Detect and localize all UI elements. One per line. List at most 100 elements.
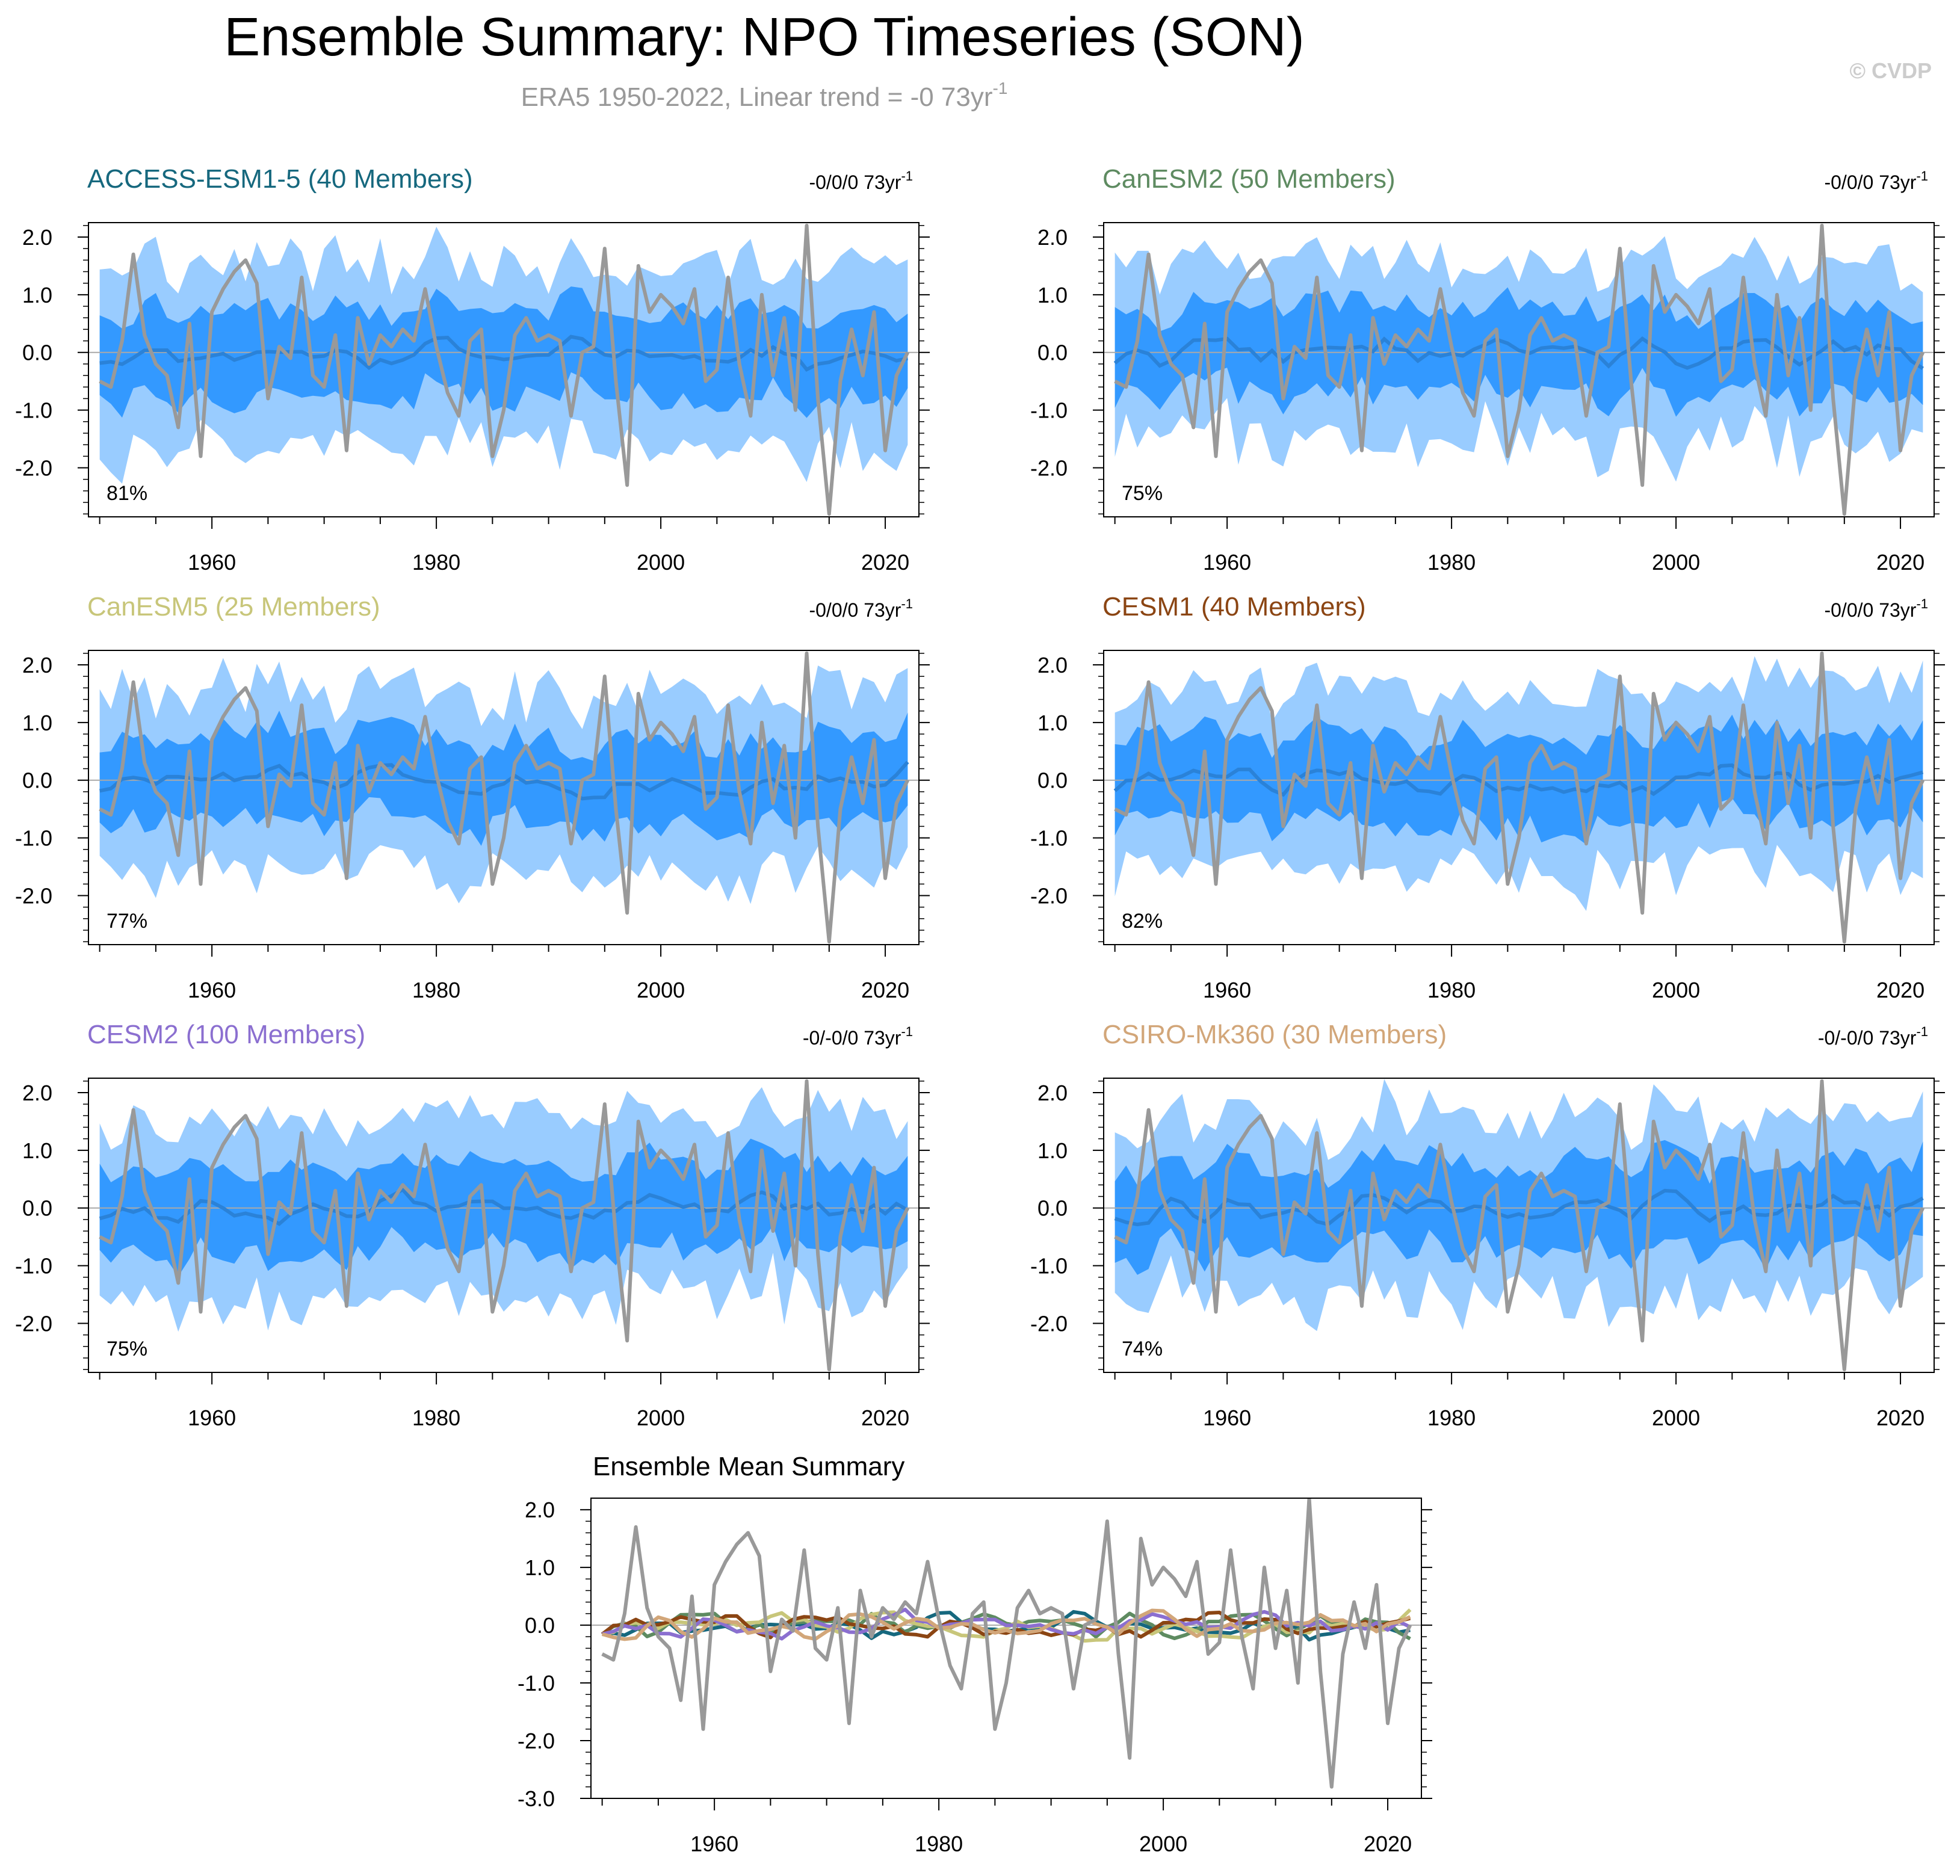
x-tick-label: 2000	[1652, 550, 1700, 575]
ensemble-mean-series-6	[601, 1608, 1411, 1641]
x-tick-label: 1980	[1427, 1405, 1476, 1430]
y-tick-label: 0.0	[1037, 341, 1068, 365]
y-tick-label: 1.0	[22, 711, 52, 735]
panel-frame	[88, 222, 920, 517]
x-tick-label: 2000	[637, 550, 685, 575]
y-tick-label: -1.0	[518, 1671, 555, 1695]
figure-subtitle-sup: -1	[993, 79, 1008, 97]
ensemble-mean-line	[1114, 1188, 1924, 1227]
x-tick-label: 2000	[1139, 1831, 1187, 1856]
plot-area	[1104, 651, 1934, 944]
observed-line	[601, 1498, 1412, 1789]
x-tick-label: 2020	[1876, 550, 1924, 575]
panel-trend: -0/0/0 73yr-1	[809, 168, 913, 193]
plot-area	[88, 1079, 919, 1372]
y-tick-label: 2.0	[22, 1081, 52, 1105]
panel-trend-text: -0/0/0 73yr	[809, 599, 901, 621]
panel-trend-text: -0/0/0 73yr	[809, 171, 901, 193]
ensemble-mean-line	[99, 335, 908, 372]
panel-trend-sup: -1	[901, 1024, 913, 1039]
x-tick-label: 1980	[1427, 978, 1476, 1002]
panel-trend-sup: -1	[1916, 1024, 1928, 1039]
ensemble-mean-line	[99, 1187, 909, 1226]
panel-trend-sup: -1	[1916, 596, 1928, 611]
plot-area	[591, 1498, 1421, 1789]
x-tick-label: 2020	[1876, 978, 1924, 1002]
panel-title: CESM1 (40 Members)	[1102, 592, 1366, 622]
panel-trend: -0/-0/0 73yr-1	[803, 1024, 913, 1049]
ensemble-mean-series-4	[601, 1610, 1411, 1640]
y-tick-label: -2.0	[1030, 456, 1068, 481]
ensemble-mean-line	[99, 761, 909, 801]
panel-trend: -0/-0/0 73yr-1	[1818, 1024, 1928, 1049]
y-tick-label: 1.0	[525, 1555, 555, 1580]
panel-frame	[88, 1078, 920, 1373]
y-tick-label: -2.0	[15, 456, 52, 481]
y-tick-label: 0.0	[22, 768, 52, 793]
x-tick-label: 1980	[412, 1405, 460, 1430]
y-tick-label: 1.0	[1037, 711, 1068, 735]
panel-trend-sup: -1	[901, 596, 913, 611]
y-tick-label: 1.0	[1037, 1138, 1068, 1163]
observed-line	[1114, 651, 1925, 944]
y-tick-label: -1.0	[1030, 398, 1068, 423]
panel-trend: -0/0/0 73yr-1	[809, 596, 913, 621]
x-tick-label: 2020	[861, 978, 909, 1002]
y-tick-label: 2.0	[22, 225, 52, 250]
panel-title: CSIRO-Mk360 (30 Members)	[1102, 1020, 1447, 1049]
panel-6: CSIRO-Mk360 (30 Members) -0/-0/0 73yr-1 74…	[1030, 1020, 1945, 1430]
spread-band-inner	[1114, 714, 1923, 845]
plot-area	[88, 651, 919, 944]
y-tick-label: 0.0	[22, 341, 52, 365]
x-tick-label: 2020	[1364, 1831, 1412, 1856]
observed-line	[1114, 1079, 1925, 1372]
observed-line	[1114, 223, 1925, 516]
panel-frame	[590, 1498, 1422, 1799]
y-tick-label: -1.0	[15, 826, 52, 851]
x-tick-label: 1960	[1203, 1405, 1251, 1430]
panel-trend-text: -0/-0/0 73yr	[803, 1027, 901, 1049]
panel-frame	[1103, 650, 1935, 945]
panel-percent: 81%	[107, 482, 147, 505]
ensemble-mean-line	[1113, 336, 1924, 370]
x-tick-label: 2000	[1652, 1405, 1700, 1430]
y-tick-label: -2.0	[15, 884, 52, 909]
observed-line	[99, 651, 910, 944]
y-tick-label: 0.0	[1037, 768, 1068, 793]
panel-trend-text: -0/0/0 73yr	[1824, 599, 1916, 621]
y-tick-label: -2.0	[1030, 1312, 1068, 1336]
x-tick-label: 1960	[188, 978, 236, 1002]
y-tick-label: 2.0	[1037, 653, 1068, 677]
panel-percent: 75%	[1122, 482, 1163, 505]
y-tick-label: 1.0	[22, 1138, 52, 1163]
panel-1: ACCESS-ESM1-5 (40 Members) -0/0/0 73yr-1 8…	[15, 164, 930, 575]
panel-title: CanESM5 (25 Members)	[87, 592, 380, 622]
panel-5: CESM2 (100 Members) -0/-0/0 73yr-1 75% 2.0 1…	[15, 1020, 930, 1430]
x-tick-label: 2020	[861, 550, 909, 575]
x-tick-label: 2000	[637, 978, 685, 1002]
panel-percent: 82%	[1122, 910, 1163, 933]
observed-line	[99, 223, 910, 516]
x-tick-label: 1960	[1203, 550, 1251, 575]
panel-percent: 77%	[107, 910, 147, 933]
y-tick-label: 2.0	[22, 653, 52, 677]
panel-frame	[1103, 1078, 1935, 1373]
panel-2: CanESM2 (50 Members) -0/0/0 73yr-1 75% 2.0 1…	[1030, 164, 1945, 575]
x-tick-label: 2020	[1876, 1405, 1924, 1430]
plot-area	[1104, 223, 1934, 516]
plot-area	[88, 223, 919, 516]
figure-subtitle: ERA5 1950-2022, Linear trend = -0 73yr-1	[521, 79, 1008, 112]
spread-band-inner	[99, 711, 908, 846]
x-tick-label: 2020	[861, 1405, 909, 1430]
x-tick-label: 1980	[915, 1831, 963, 1856]
panel-trend: -0/0/0 73yr-1	[1824, 596, 1928, 621]
panel-7: Ensemble Mean Summary 2.0 1.0 0.0 -1.0 -2.0 -3…	[518, 1452, 1432, 1856]
panel-3: CanESM5 (25 Members) -0/0/0 73yr-1 77% 2.0 1…	[15, 592, 930, 1002]
x-tick-label: 1980	[412, 550, 460, 575]
x-tick-label: 1980	[412, 978, 460, 1002]
ensemble-mean-series-5	[601, 1608, 1411, 1641]
y-tick-label: 1.0	[1037, 283, 1068, 307]
ensemble-mean-line	[1113, 763, 1924, 797]
x-tick-label: 1960	[188, 550, 236, 575]
